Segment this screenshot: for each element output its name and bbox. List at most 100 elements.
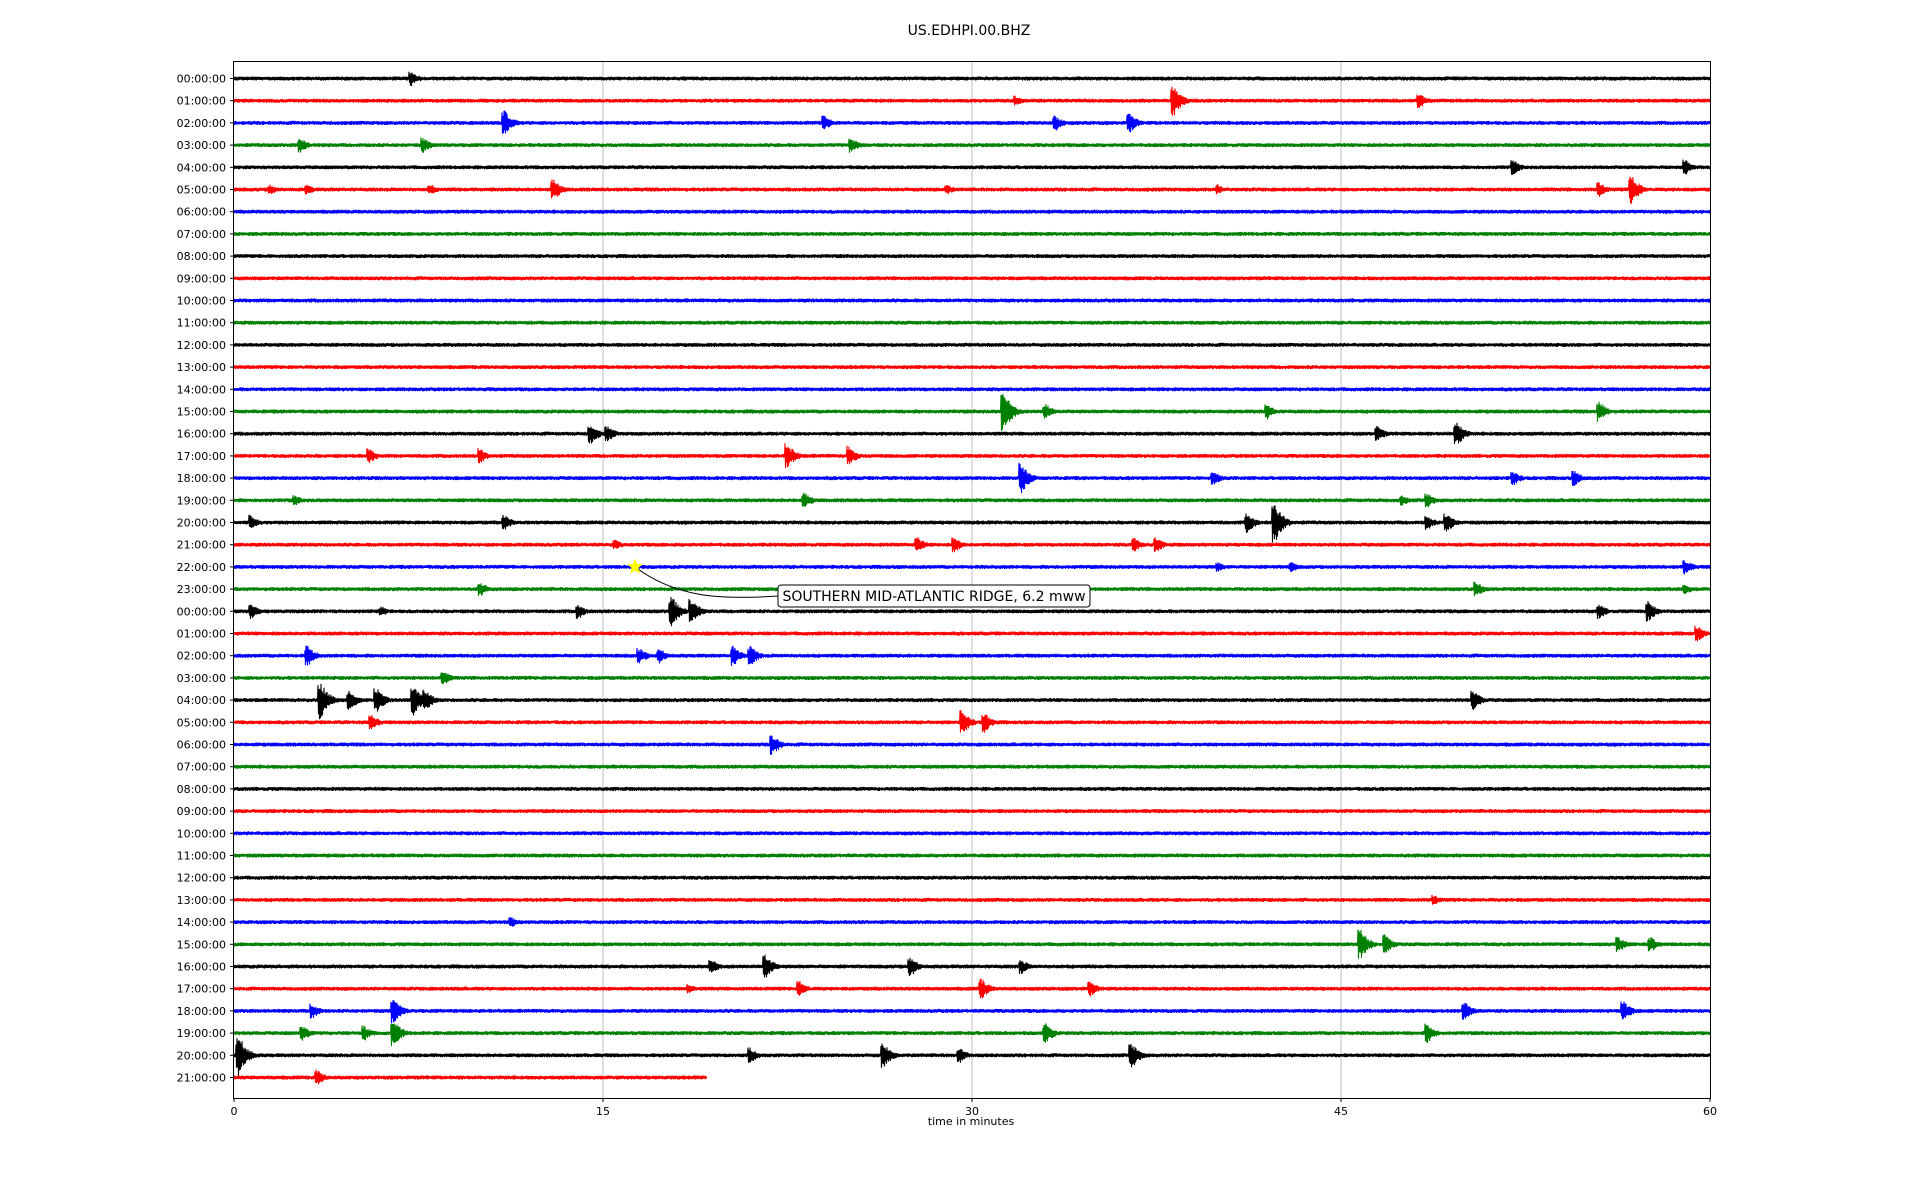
x-tick-label-1: 15: [596, 1105, 610, 1118]
row-label-28: 04:00:00: [177, 694, 226, 707]
row-label-30: 06:00:00: [177, 739, 226, 752]
row-label-43: 19:00:00: [177, 1027, 226, 1040]
trace-row-43: [233, 1023, 1712, 1047]
x-tick-label-3: 45: [1334, 1105, 1348, 1118]
trace-row-11: [233, 320, 1712, 325]
row-label-35: 11:00:00: [177, 850, 226, 863]
trace-row-17: [233, 443, 1712, 469]
trace-row-26: [233, 645, 1712, 667]
row-label-12: 12:00:00: [177, 339, 226, 352]
trace-row-6: [233, 209, 1712, 214]
row-label-7: 07:00:00: [177, 228, 226, 241]
trace-row-4: [233, 159, 1712, 175]
event-label-0: SOUTHERN MID-ATLANTIC RIDGE, 6.2 mww: [782, 589, 1085, 605]
row-label-3: 03:00:00: [177, 139, 226, 152]
row-time-labels: 00:00:00 01:00:00 02:00:00 03:00:00 04:00:00…: [177, 73, 234, 1085]
row-label-37: 13:00:00: [177, 894, 226, 907]
row-label-27: 03:00:00: [177, 672, 226, 685]
trace-row-24: [233, 596, 1712, 627]
trace-row-29: [233, 710, 1712, 733]
trace-row-21: [233, 537, 1712, 553]
row-label-39: 15:00:00: [177, 938, 226, 951]
trace-row-28: [233, 683, 1712, 720]
trace-row-33: [233, 809, 1712, 814]
row-label-18: 18:00:00: [177, 472, 226, 485]
trace-row-3: [233, 137, 1712, 153]
x-axis-ticks: 0 15 30 45 60: [231, 1098, 1717, 1118]
trace-row-19: [233, 492, 1712, 508]
trace-row-15: [233, 394, 1712, 432]
row-label-41: 17:00:00: [177, 983, 226, 996]
row-label-42: 18:00:00: [177, 1005, 226, 1018]
trace-row-16: [233, 422, 1712, 445]
row-label-4: 04:00:00: [177, 161, 226, 174]
trace-row-35: [233, 853, 1712, 858]
trace-row-2: [233, 110, 1712, 134]
row-label-44: 20:00:00: [177, 1049, 226, 1062]
row-label-26: 02:00:00: [177, 650, 226, 663]
trace-row-7: [233, 231, 1712, 236]
row-label-23: 23:00:00: [177, 583, 226, 596]
trace-row-40: [233, 954, 1712, 978]
row-label-9: 09:00:00: [177, 272, 226, 285]
trace-row-5: [233, 176, 1712, 204]
trace-row-12: [233, 342, 1712, 347]
row-label-10: 10:00:00: [177, 295, 226, 308]
trace-row-30: [233, 735, 1712, 755]
chart-title: US.EDHPI.00.BHZ: [908, 23, 1031, 39]
row-label-45: 21:00:00: [177, 1072, 226, 1085]
trace-row-18: [233, 462, 1712, 494]
trace-row-10: [233, 298, 1712, 303]
row-label-34: 10:00:00: [177, 827, 226, 840]
x-tick-label-2: 30: [965, 1105, 979, 1118]
event-box-0: [777, 584, 1091, 608]
row-label-24: 00:00:00: [177, 605, 226, 618]
x-tick-label-4: 60: [1703, 1105, 1717, 1118]
trace-row-45: [233, 1069, 708, 1085]
row-label-14: 14:00:00: [177, 383, 226, 396]
trace-row-34: [233, 831, 1712, 836]
trace-row-22: [233, 560, 1712, 575]
row-label-36: 12:00:00: [177, 872, 226, 885]
row-label-21: 21:00:00: [177, 539, 226, 552]
trace-row-44: [233, 1038, 1712, 1077]
trace-row-13: [233, 365, 1712, 370]
trace-row-9: [233, 276, 1712, 281]
trace-row-1: [233, 86, 1712, 116]
x-tick-label-0: 0: [231, 1105, 238, 1118]
row-label-25: 01:00:00: [177, 628, 226, 641]
trace-row-41: [233, 978, 1712, 999]
trace-row-8: [233, 254, 1712, 259]
row-label-2: 02:00:00: [177, 117, 226, 130]
row-label-15: 15:00:00: [177, 406, 226, 419]
row-label-13: 13:00:00: [177, 361, 226, 374]
trace-row-36: [233, 875, 1712, 880]
trace-row-25: [233, 625, 1712, 642]
x-axis-label: time in minutes: [928, 1115, 1015, 1128]
trace-row-32: [233, 786, 1712, 791]
row-label-19: 19:00:00: [177, 494, 226, 507]
row-label-6: 06:00:00: [177, 206, 226, 219]
row-label-40: 16:00:00: [177, 961, 226, 974]
row-label-5: 05:00:00: [177, 184, 226, 197]
trace-row-14: [233, 387, 1712, 392]
row-label-38: 14:00:00: [177, 916, 226, 929]
seismogram-traces: [233, 71, 1712, 1085]
trace-row-42: [233, 1000, 1712, 1024]
trace-row-0: [233, 71, 1712, 86]
row-label-29: 05:00:00: [177, 716, 226, 729]
trace-row-27: [233, 672, 1712, 685]
trace-row-37: [233, 894, 1712, 905]
event-annotations: SOUTHERN MID-ATLANTIC RIDGE, 6.2 mww: [626, 558, 1091, 608]
trace-row-38: [233, 917, 1712, 927]
event-leader-0: [634, 566, 779, 598]
row-label-1: 01:00:00: [177, 95, 226, 108]
row-label-32: 08:00:00: [177, 783, 226, 796]
trace-row-20: [233, 505, 1712, 543]
row-label-11: 11:00:00: [177, 317, 226, 330]
row-label-33: 09:00:00: [177, 805, 226, 818]
row-label-8: 08:00:00: [177, 250, 226, 263]
event-star-0: [626, 558, 643, 574]
trace-row-39: [233, 929, 1712, 959]
